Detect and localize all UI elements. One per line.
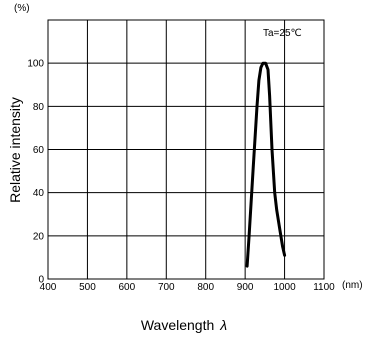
y-tick-label: 40	[33, 188, 45, 199]
x-unit-label: (nm)	[342, 280, 363, 291]
series-layer	[245, 61, 287, 268]
x-tick-label: 600	[119, 282, 136, 293]
y-tick-label: 60	[33, 145, 45, 156]
spectrum-curve	[245, 61, 287, 268]
x-tick-label: 900	[237, 282, 254, 293]
y-unit-label: (%)	[14, 3, 30, 14]
x-tick-label: 500	[79, 282, 96, 293]
x-tick-label: 400	[40, 282, 57, 293]
plot-frame	[47, 19, 325, 280]
x-tick-label: 1000	[273, 282, 296, 293]
x-tick-label: 800	[197, 282, 214, 293]
x-tick-label: 1100	[313, 282, 335, 293]
tick-labels: 400 500 600 700 800 900 1000 1100 0 20 40 60 80 100	[27, 59, 335, 293]
y-tick-label: 80	[33, 102, 45, 113]
x-axis-label: Wavelength λ	[141, 317, 227, 333]
grid-lines	[47, 19, 325, 280]
y-axis-label: Relative intensity	[7, 97, 23, 203]
x-tick-label: 700	[158, 282, 175, 293]
x-axis-label-symbol: λ	[219, 317, 227, 333]
y-tick-label: 20	[33, 231, 45, 242]
y-tick-label: 0	[38, 275, 44, 286]
y-tick-label: 100	[27, 59, 44, 70]
x-axis-label-text: Wavelength	[141, 317, 214, 333]
annotation-temperature: Ta=25℃	[263, 28, 302, 39]
